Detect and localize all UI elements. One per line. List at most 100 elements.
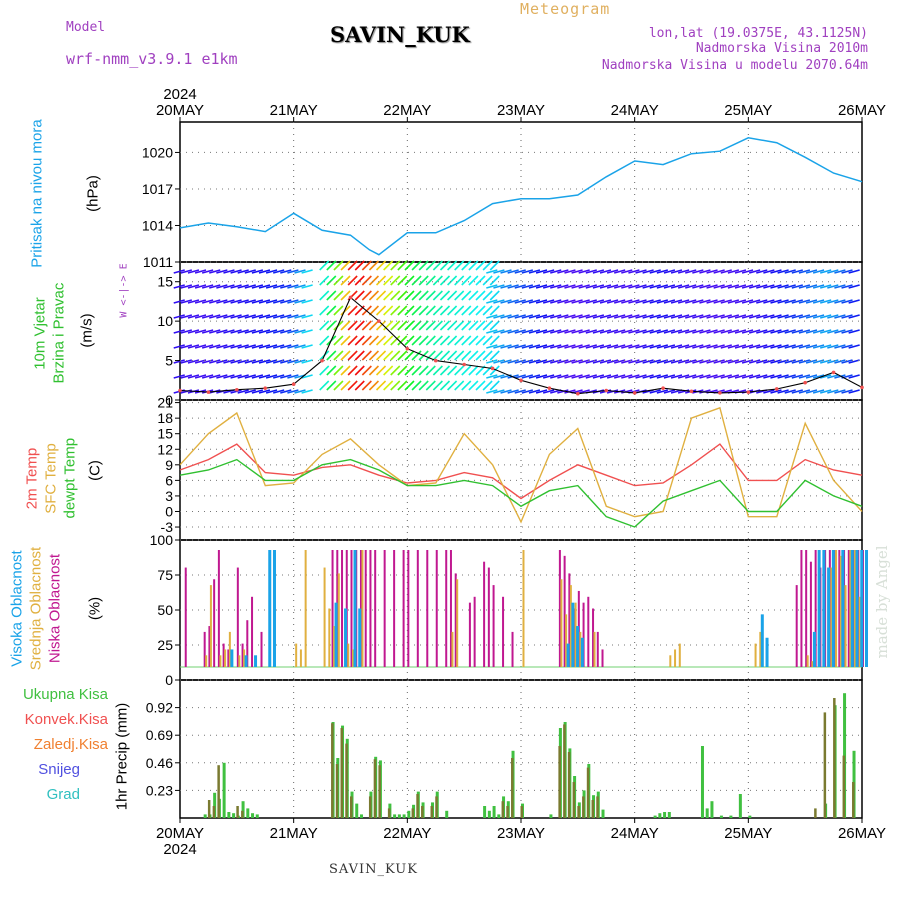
wind-arrow xyxy=(486,389,498,394)
precip-total-bar xyxy=(700,746,704,818)
wind-arrow xyxy=(841,269,853,274)
wind-arrow xyxy=(258,269,271,274)
y-tick-label: 3 xyxy=(165,488,173,504)
wind-arrow xyxy=(432,380,443,391)
wind-arrow xyxy=(404,380,415,391)
wind-arrow xyxy=(319,335,330,346)
precip-convective-bar xyxy=(842,755,846,818)
wind-arrow xyxy=(649,284,661,289)
wind-arrow xyxy=(784,374,796,379)
wind-arrow xyxy=(820,344,832,349)
wind-arrow xyxy=(542,329,555,334)
wind-arrow xyxy=(265,359,278,364)
wind-arrow xyxy=(578,314,590,319)
wind-arrow xyxy=(748,299,761,304)
wind-arrow xyxy=(361,320,372,331)
wind-arrow xyxy=(432,335,443,346)
wind-arrow xyxy=(333,275,344,286)
cloud-mid-bar xyxy=(451,631,454,667)
wind-arrow xyxy=(535,284,548,289)
wind-arrow xyxy=(585,344,597,349)
wind-arrow xyxy=(677,374,690,379)
pressure-line xyxy=(179,137,863,256)
wind-arrow xyxy=(777,374,789,379)
wind-arrow xyxy=(347,275,358,286)
wind-arrow xyxy=(294,344,306,349)
wind-arrow xyxy=(791,359,804,364)
y-tick-label: 18 xyxy=(157,410,173,426)
wind-arrow xyxy=(194,314,207,319)
wind-arrow xyxy=(848,314,860,319)
wind-arrow xyxy=(720,299,732,304)
wind-arrow xyxy=(493,314,505,319)
cloud-high-bar xyxy=(827,567,831,667)
wind-arrow xyxy=(613,374,626,379)
wind-arrow xyxy=(425,350,436,361)
wind-arrow xyxy=(368,380,380,391)
wind-arrow xyxy=(812,314,825,319)
wind-arrow xyxy=(361,335,372,346)
wind-arrow xyxy=(390,275,401,286)
wind-arrow xyxy=(347,335,358,346)
wind-arrow xyxy=(500,389,512,394)
wind-arrow xyxy=(482,290,493,301)
wind-arrow xyxy=(748,374,761,379)
wind-arrow xyxy=(340,290,351,301)
precip-total-bar xyxy=(355,803,359,818)
wind-arrow xyxy=(613,284,626,289)
wind-arrow xyxy=(599,374,612,379)
wind-arrow xyxy=(272,374,285,379)
wind-arrow xyxy=(244,389,256,394)
wind-speed-marker xyxy=(774,387,779,391)
wind-arrow xyxy=(383,260,394,271)
wind-arrow xyxy=(230,314,242,319)
wind-arrow xyxy=(447,260,458,271)
cloud-high-bar xyxy=(812,631,816,667)
cloud-low-bar xyxy=(445,550,448,667)
wind-arrow xyxy=(489,305,500,316)
wind-arrow xyxy=(677,269,690,274)
wind-arrow xyxy=(820,269,832,274)
precip-total-bar xyxy=(393,814,397,818)
wind-arrow xyxy=(820,299,832,304)
wind-arrow xyxy=(482,335,493,346)
wind-arrow xyxy=(741,374,754,379)
wind-arrow xyxy=(475,305,486,316)
wind-arrow xyxy=(347,260,358,271)
wind-arrow xyxy=(301,374,313,379)
wind-arrow xyxy=(209,374,221,379)
wind-arrow xyxy=(841,359,853,364)
top-year-label: 2024 xyxy=(163,86,196,103)
wind-arrow xyxy=(649,314,661,319)
wind-arrow xyxy=(237,284,249,289)
wind-arrow xyxy=(404,290,415,301)
precip-convective-bar xyxy=(350,796,353,818)
y-tick-label: 21 xyxy=(157,395,173,411)
cloud-low-bar xyxy=(454,573,457,667)
wind-arrow xyxy=(706,299,718,304)
wind-arrow xyxy=(223,314,235,319)
precip-convective-bar xyxy=(416,794,419,818)
wind-arrow xyxy=(592,269,605,274)
wind-arrow xyxy=(486,344,498,349)
wind-arrow xyxy=(613,314,626,319)
wind-arrow xyxy=(692,359,704,364)
wind-arrow xyxy=(514,284,526,289)
wind-arrow xyxy=(237,389,249,394)
wind-arrow xyxy=(706,344,718,349)
wind-arrow xyxy=(187,359,200,364)
wind-arrow xyxy=(535,374,548,379)
wind-arrow xyxy=(699,299,711,304)
wind-arrow xyxy=(578,374,590,379)
wind-arrow xyxy=(599,284,612,289)
wind-arrow xyxy=(468,380,479,391)
wind-arrow xyxy=(692,374,704,379)
wind-arrow xyxy=(447,365,458,376)
wind-arrow xyxy=(720,374,732,379)
wind-arrow xyxy=(383,275,394,286)
wind-arrow xyxy=(461,350,472,361)
precip-total-bar xyxy=(549,814,553,818)
cloud-high-bar xyxy=(850,550,854,667)
wind-arrow xyxy=(599,314,612,319)
